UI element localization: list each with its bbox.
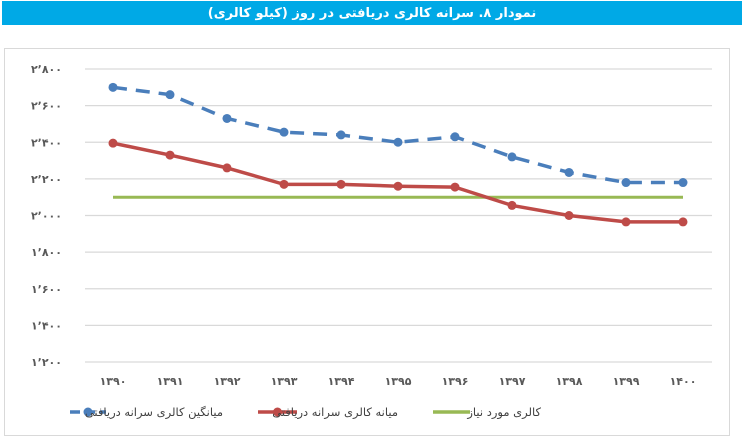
- data-point-marker: [108, 138, 118, 148]
- x-tick-label: ۱۳۹۹: [613, 375, 640, 388]
- y-tick-label: ۲٬۸۰۰: [31, 63, 62, 76]
- legend-marker-dot: [83, 407, 93, 417]
- data-point-marker: [393, 137, 403, 147]
- x-tick-label: ۱۳۹۰: [100, 375, 127, 388]
- x-tick-label: ۱۳۹۵: [385, 375, 412, 388]
- y-tick-label: ۱٬۸۰۰: [31, 246, 62, 259]
- x-tick-label: ۱۳۹۸: [556, 375, 583, 388]
- data-point-marker: [222, 113, 232, 123]
- y-tick-label: ۱٬۲۰۰: [31, 356, 62, 369]
- x-tick-label: ۱۴۰۰: [670, 375, 697, 388]
- chart-title: نمودار ۸. سرانه کالری دریافتی در روز (کی…: [207, 5, 537, 21]
- data-point-marker: [678, 217, 688, 227]
- data-point-marker: [222, 163, 232, 173]
- x-axis-labels: ۱۳۹۰ ۱۳۹۱ ۱۳۹۲ ۱۳۹۳ ۱۳۹۴ ۱۳۹۵ ۱۳۹۶ ۱۳۹۷ ۱۳۹۸ ۱۳۹۹…: [100, 375, 697, 388]
- data-point-marker: [507, 152, 517, 162]
- data-point-marker: [336, 130, 346, 140]
- x-tick-label: ۱۳۹۶: [442, 375, 469, 388]
- data-point-marker: [507, 200, 517, 210]
- data-point-marker: [393, 181, 403, 191]
- series-lines: [108, 82, 688, 227]
- y-tick-label: ۱٬۴۰۰: [31, 319, 62, 332]
- x-tick-label: ۱۳۹۴: [328, 375, 355, 388]
- x-tick-label: ۱۳۹۱: [157, 375, 184, 388]
- data-point-marker: [279, 127, 289, 137]
- series-line: [112, 85, 683, 185]
- data-point-marker: [165, 90, 175, 100]
- x-tick-label: ۱۳۹۷: [499, 375, 526, 388]
- data-point-marker: [564, 211, 574, 220]
- y-axis-labels: ۲٬۸۰۰ ۲٬۶۰۰ ۲٬۴۰۰ ۲٬۲۰۰ ۲٬۰۰۰ ۱٬۸۰۰ ۱٬۶۰۰ ۱٬۴۰۰…: [31, 63, 62, 369]
- data-point-marker: [108, 82, 118, 92]
- data-point-marker: [450, 182, 460, 192]
- y-tick-label: ۲٬۲۰۰: [31, 173, 62, 186]
- legend-marker-dot: [273, 407, 282, 417]
- legend-label: میانه کالری سرانه دریافتی: [272, 405, 398, 420]
- data-point-marker: [621, 178, 631, 188]
- data-point-marker: [336, 179, 346, 189]
- chart-frame: [4, 48, 730, 436]
- legend-label: کالری مورد نیاز: [466, 405, 541, 420]
- legend: میانگین کالری سرانه دریافتی میانه کالری س…: [70, 405, 542, 420]
- data-point-marker: [279, 179, 289, 189]
- data-point-marker: [450, 132, 460, 142]
- x-tick-label: ۱۳۹۲: [214, 375, 241, 388]
- y-tick-label: ۱٬۶۰۰: [31, 283, 62, 296]
- data-point-marker: [678, 178, 688, 188]
- y-tick-label: ۲٬۶۰۰: [31, 100, 62, 113]
- data-point-marker: [621, 217, 631, 227]
- data-point-marker: [165, 150, 175, 160]
- y-tick-label: ۲٬۴۰۰: [31, 136, 62, 149]
- gridlines: [85, 68, 712, 363]
- y-tick-label: ۲٬۰۰۰: [31, 210, 62, 223]
- legend-label: میانگین کالری سرانه دریافتی: [85, 405, 223, 420]
- data-point-marker: [564, 167, 574, 177]
- chart-title-bar: نمودار ۸. سرانه کالری دریافتی در روز (کی…: [2, 1, 742, 25]
- x-tick-label: ۱۳۹۳: [271, 375, 298, 388]
